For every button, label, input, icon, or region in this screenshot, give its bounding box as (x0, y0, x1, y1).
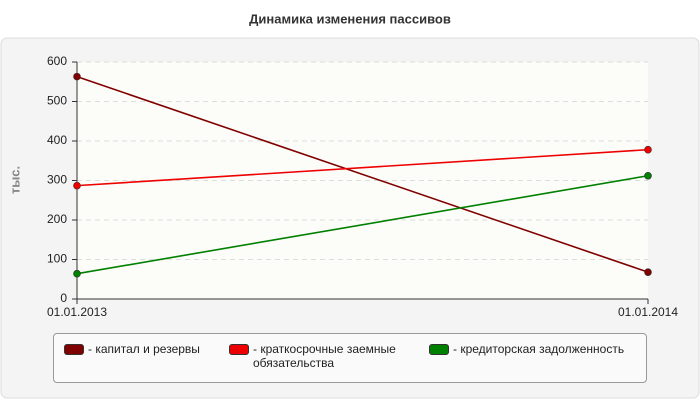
data-point (644, 145, 652, 154)
legend-label: - кредиторская задолженность (453, 342, 625, 356)
y-tick-label: 100 (47, 252, 67, 266)
y-tick-label: 500 (47, 94, 67, 108)
y-axis-label: тыс. (7, 166, 22, 194)
legend-item[interactable]: - капитал и резервы (64, 342, 214, 356)
series-line (76, 75, 649, 273)
x-tick-label: 01.01.2013 (47, 305, 107, 319)
data-point (73, 269, 81, 278)
legend: - капитал и резервы - краткосрочные заемн… (53, 333, 647, 383)
plot-area (77, 62, 648, 299)
legend-swatch (229, 344, 249, 355)
x-tick-label: 01.01.2014 (618, 305, 678, 319)
legend-label: - краткосрочные заемные обязательства (253, 342, 396, 370)
legend-item[interactable]: - кредиторская задолженность (429, 342, 639, 356)
legend-swatch (429, 344, 449, 355)
legend-label: - капитал и резервы (88, 342, 200, 356)
y-tick-label: 0 (60, 291, 67, 305)
data-point (644, 268, 652, 276)
legend-item[interactable]: - краткосрочные заемные обязательства (229, 342, 419, 370)
y-tick-label: 200 (47, 212, 67, 226)
legend-swatch (64, 344, 84, 355)
y-tick-label: 600 (47, 54, 67, 68)
data-point (644, 171, 652, 180)
chart-title: Динамика изменения пассивов (249, 11, 451, 26)
data-point (73, 72, 81, 81)
y-tick-label: 400 (47, 133, 67, 147)
series-line (76, 174, 649, 275)
data-point (73, 181, 81, 190)
series-line (76, 148, 649, 187)
y-tick-label: 300 (47, 173, 67, 187)
